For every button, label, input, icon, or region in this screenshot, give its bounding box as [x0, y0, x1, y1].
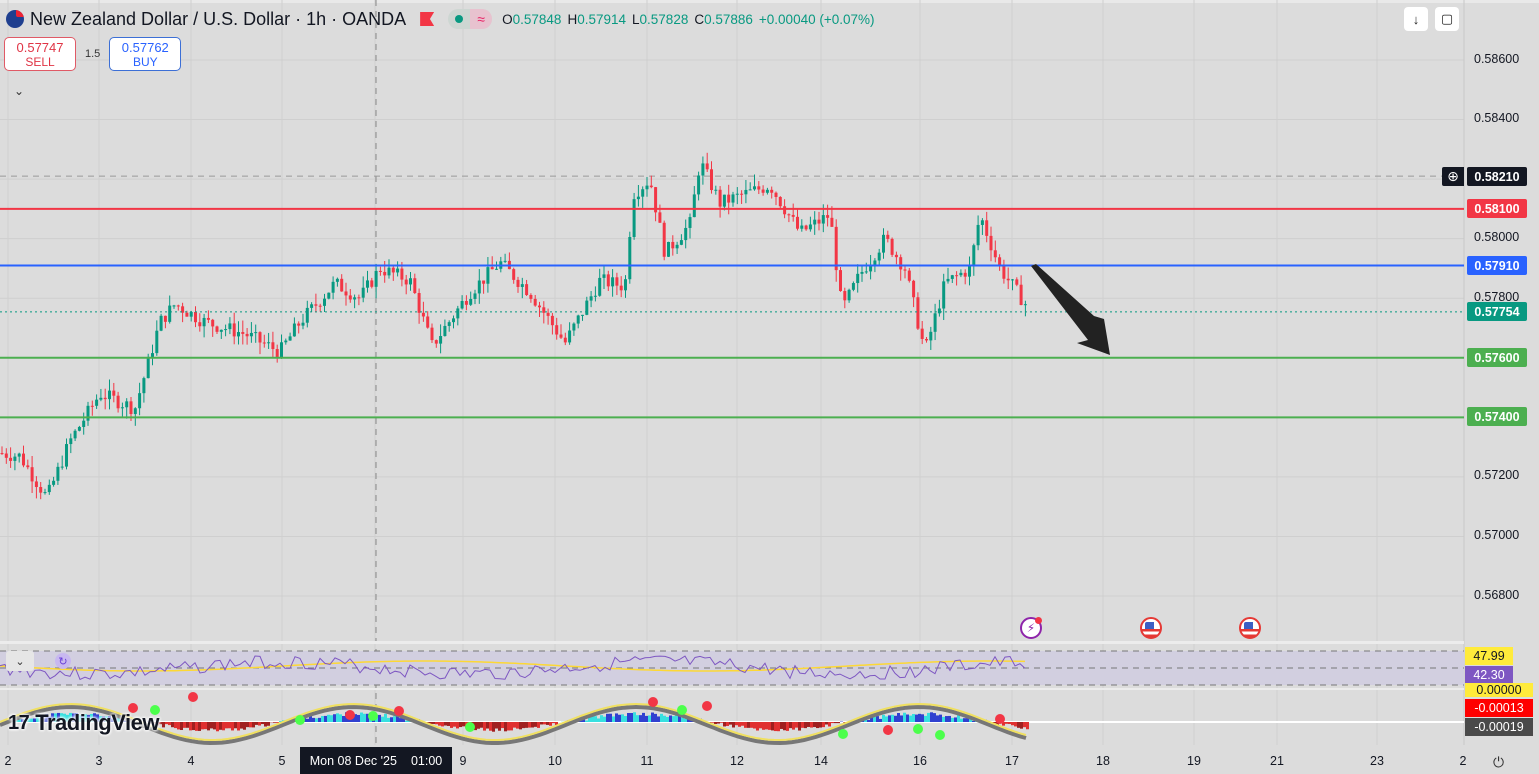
buy-price: 0.57762: [121, 39, 169, 55]
symbol-title[interactable]: New Zealand Dollar / U.S. Dollar · 1h · …: [30, 8, 407, 29]
level-price-tag: 0.57910: [1467, 256, 1527, 275]
macd-signal-tag: -0.00013: [1465, 699, 1533, 717]
support-1-price-tag: 0.57600: [1467, 348, 1527, 367]
open-value: 0.57848: [512, 11, 562, 27]
buy-button[interactable]: 0.57762 BUY: [109, 37, 182, 71]
price-tick: 0.57000: [1474, 528, 1520, 542]
sell-price: 0.57747: [16, 39, 64, 55]
top-right-buttons: ↓ ▢: [1404, 7, 1459, 31]
low-value: 0.57828: [639, 11, 689, 27]
chart-header: New Zealand Dollar / U.S. Dollar · 1h · …: [6, 7, 875, 31]
market-status-pill[interactable]: ≈: [448, 9, 493, 29]
tradingview-mark-icon: 17: [8, 711, 30, 734]
lightning-event-icon[interactable]: ⚡: [1020, 617, 1042, 639]
current-price-tag: 0.57754: [1467, 302, 1527, 321]
time-label: 12: [730, 754, 744, 768]
low-label: L: [632, 11, 640, 27]
crosshair-time-tooltip: Mon 08 Dec '25 01:00: [300, 747, 452, 774]
collapse-legend-chevron-down-icon[interactable]: ⌄: [14, 84, 25, 98]
add-plus-icon[interactable]: ⊕: [1442, 167, 1464, 186]
change-value: +0.00040 (+0.07%): [758, 11, 875, 27]
time-label: 21: [1270, 754, 1284, 768]
crosshair-price-tag: 0.58210: [1467, 167, 1527, 186]
open-label: O: [502, 11, 513, 27]
time-label: 18: [1096, 754, 1110, 768]
high-label: H: [567, 11, 578, 27]
support-2-price-tag: 0.57400: [1467, 407, 1527, 426]
crosshair-time: 01:00: [410, 753, 443, 768]
rsi-tag: 42.30: [1465, 666, 1513, 684]
time-label: 10: [548, 754, 562, 768]
price-tick: 0.58600: [1474, 52, 1520, 66]
price-tick: 0.57200: [1474, 468, 1520, 482]
tradingview-logo[interactable]: 17 TradingView: [8, 710, 159, 736]
wave-icon: ≈: [470, 9, 493, 29]
high-value: 0.57914: [577, 11, 627, 27]
time-label: 14: [814, 754, 828, 768]
rsi-ma-tag: 47.99: [1465, 647, 1513, 665]
fullscreen-icon[interactable]: ▢: [1435, 7, 1459, 31]
close-label: C: [694, 11, 705, 27]
settings-gear-icon[interactable]: ⏻: [1493, 754, 1505, 770]
top-strip: [0, 0, 1539, 3]
time-label: 11: [640, 754, 654, 768]
ohlc-values: O0.57848 H0.57914 L0.57828 C0.57886 +0.0…: [502, 12, 874, 27]
macd-hidden-tag: 0.00000: [1465, 683, 1533, 697]
time-label: 16: [913, 754, 927, 768]
indicator-collapse-chevron-down-icon[interactable]: ⌄: [6, 651, 34, 671]
time-label: 2: [1459, 754, 1467, 768]
time-label: 3: [95, 754, 103, 768]
sell-label: SELL: [25, 54, 55, 69]
price-tick: 0.57800: [1474, 290, 1520, 304]
trade-panel: 0.57747 SELL 1.5 0.57762 BUY: [4, 37, 182, 71]
price-tick: 0.58000: [1474, 230, 1520, 244]
time-label: 19: [1187, 754, 1201, 768]
us-flag-event-icon[interactable]: [1140, 617, 1162, 639]
time-label: 5: [278, 754, 286, 768]
price-tick: 0.58400: [1474, 111, 1520, 125]
time-label: 2: [4, 754, 12, 768]
buy-label: BUY: [132, 54, 158, 69]
time-label: 4: [187, 754, 195, 768]
us-flag-event-icon[interactable]: [1239, 617, 1261, 639]
sync-icon[interactable]: ↻: [55, 653, 71, 669]
time-label: 9: [459, 754, 467, 768]
macd-line-tag: -0.00019: [1465, 718, 1533, 736]
spread-value: 1.5: [85, 48, 101, 60]
flag-icon[interactable]: [420, 12, 435, 26]
resistance-price-tag: 0.58100: [1467, 199, 1527, 218]
close-value: 0.57886: [704, 11, 753, 27]
nzd-usd-flag-icon: [6, 10, 24, 28]
market-open-dot-icon: [448, 9, 470, 29]
sell-button[interactable]: 0.57747 SELL: [4, 37, 76, 71]
crosshair-date: Mon 08 Dec '25: [309, 753, 397, 768]
price-tick: 0.56800: [1474, 588, 1520, 602]
scroll-to-latest-arrow-down-icon[interactable]: ↓: [1404, 7, 1428, 31]
logo-text: TradingView: [35, 710, 159, 735]
time-label: 23: [1370, 754, 1384, 768]
time-label: 17: [1005, 754, 1019, 768]
